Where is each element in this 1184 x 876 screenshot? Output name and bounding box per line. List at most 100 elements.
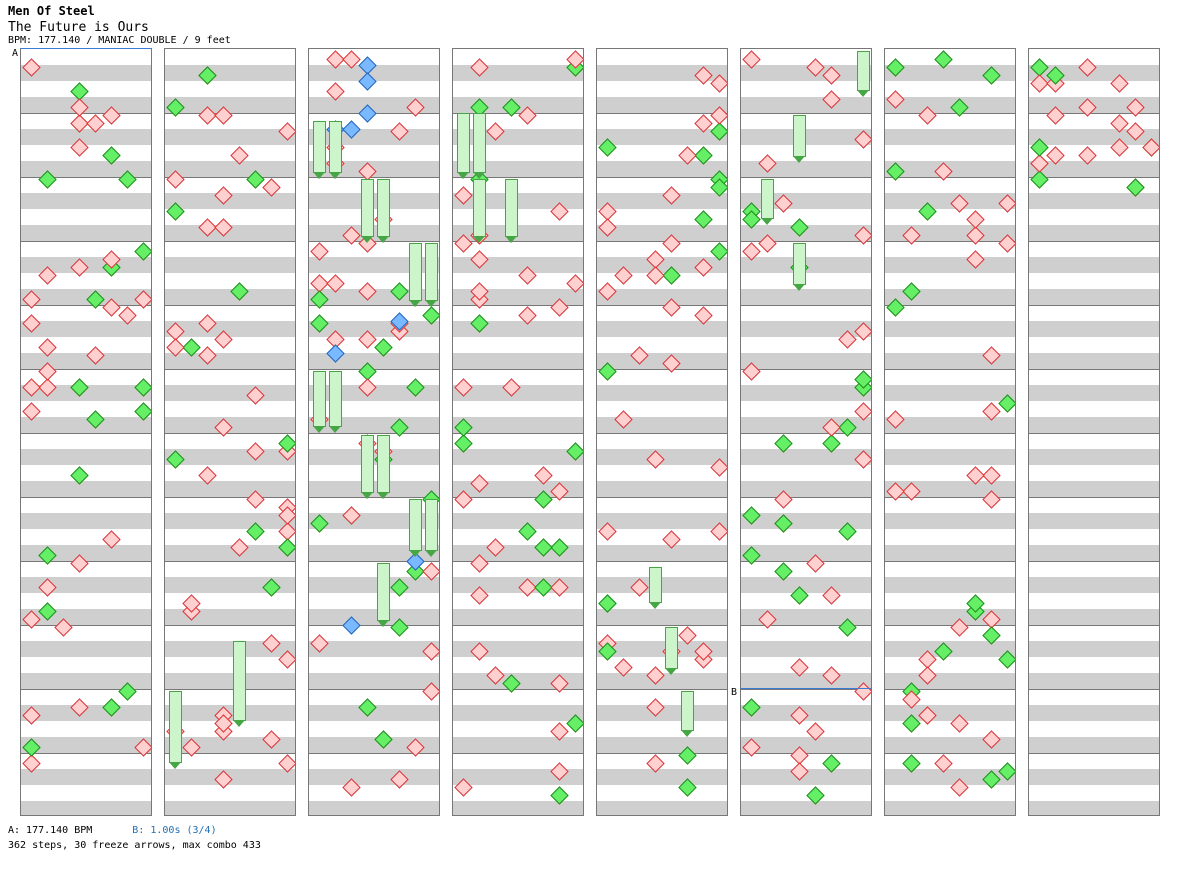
measure-line: [453, 561, 583, 562]
step-arrow-icon: [806, 554, 825, 573]
step-arrow-icon: [694, 306, 713, 325]
step-arrow-icon: [70, 698, 89, 717]
step-arrow-icon: [454, 778, 473, 797]
step-arrow-icon: [678, 146, 697, 165]
step-arrow-icon: [742, 50, 761, 69]
step-arrow-icon: [694, 210, 713, 229]
measure-line: [885, 689, 1015, 690]
step-arrow-icon: [934, 50, 953, 69]
step-arrow-icon: [1078, 58, 1097, 77]
step-arrow-icon: [262, 578, 281, 597]
step-arrow-icon: [966, 210, 985, 229]
measure-line: [741, 241, 871, 242]
chart-column: [596, 48, 728, 816]
step-arrow-icon: [774, 434, 793, 453]
step-arrow-icon: [838, 618, 857, 637]
step-arrow-icon: [214, 106, 233, 125]
legend-stop: B: 1.00s (3/4): [132, 825, 217, 836]
step-arrow-icon: [614, 410, 633, 429]
measure-line: [1029, 177, 1159, 178]
step-arrow-icon: [1142, 138, 1159, 157]
step-arrow-icon: [614, 658, 633, 677]
step-arrow-icon: [70, 138, 89, 157]
chart-column: [20, 48, 152, 816]
measure-line: [885, 561, 1015, 562]
song-artist: Men Of Steel: [8, 4, 95, 18]
freeze-arrow: [857, 51, 870, 97]
measure-line: [165, 241, 295, 242]
measure-line: [309, 305, 439, 306]
freeze-arrow: [761, 179, 774, 225]
step-arrow-icon: [710, 106, 727, 125]
measure-line: [1029, 305, 1159, 306]
freeze-arrow: [425, 243, 438, 307]
step-arrow-icon: [470, 586, 489, 605]
step-arrow-icon: [918, 666, 937, 685]
step-arrow-icon: [390, 578, 409, 597]
step-arrow-icon: [102, 146, 121, 165]
measure-line: [741, 305, 871, 306]
step-arrow-icon: [950, 778, 969, 797]
step-arrow-icon: [246, 522, 265, 541]
step-arrow-icon: [1126, 122, 1145, 141]
step-arrow-icon: [38, 170, 57, 189]
step-arrow-icon: [886, 298, 905, 317]
step-arrow-icon: [470, 554, 489, 573]
step-arrow-icon: [550, 722, 569, 741]
step-arrow-icon: [950, 194, 969, 213]
freeze-arrow: [473, 179, 486, 243]
step-arrow-icon: [902, 714, 921, 733]
step-arrow-icon: [166, 202, 185, 221]
step-arrow-icon: [982, 490, 1001, 509]
step-arrow-icon: [838, 522, 857, 541]
step-arrow-icon: [454, 378, 473, 397]
step-arrow-icon: [38, 266, 57, 285]
step-arrow-icon: [310, 514, 329, 533]
step-arrow-icon: [854, 402, 871, 421]
step-arrow-icon: [790, 706, 809, 725]
step-arrow-icon: [390, 618, 409, 637]
step-arrow-icon: [1126, 178, 1145, 197]
step-arrow-icon: [742, 362, 761, 381]
measure-line: [165, 625, 295, 626]
measure-line: [741, 113, 871, 114]
step-arrow-icon: [966, 466, 985, 485]
chart-column: [164, 48, 296, 816]
step-arrow-icon: [710, 522, 727, 541]
legend-bpm: A: 177.140 BPM: [8, 825, 93, 836]
step-arrow-icon: [918, 202, 937, 221]
step-arrow-icon: [822, 66, 841, 85]
step-arrow-icon: [470, 314, 489, 333]
step-arrow-icon: [86, 410, 105, 429]
step-arrow-icon: [38, 578, 57, 597]
measure-line: [453, 689, 583, 690]
step-arrow-icon: [230, 538, 249, 557]
measure-line: [741, 369, 871, 370]
step-arrow-icon: [662, 298, 681, 317]
step-arrow-icon: [518, 266, 537, 285]
step-arrow-icon: [1110, 138, 1129, 157]
step-arrow-icon: [198, 66, 217, 85]
step-arrow-icon: [598, 138, 617, 157]
step-arrow-icon: [662, 234, 681, 253]
measure-line: [597, 241, 727, 242]
step-arrow-icon: [86, 114, 105, 133]
step-arrow-icon: [230, 282, 249, 301]
step-arrow-icon: [630, 346, 649, 365]
freeze-arrow: [409, 243, 422, 307]
step-arrow-icon: [982, 626, 1001, 645]
step-arrow-icon: [278, 122, 295, 141]
step-arrow-icon: [886, 410, 905, 429]
step-arrow-icon: [422, 306, 439, 325]
step-arrow-icon: [822, 434, 841, 453]
stop-marker-b: B: [731, 687, 738, 698]
step-arrow-icon: [982, 402, 1001, 421]
measure-line: [597, 113, 727, 114]
measure-line: [885, 433, 1015, 434]
measure-line: [597, 433, 727, 434]
measure-line: [21, 305, 151, 306]
step-arrow-icon: [550, 578, 569, 597]
measure-line: [453, 241, 583, 242]
step-arrow-icon: [534, 538, 553, 557]
measure-line: [885, 177, 1015, 178]
